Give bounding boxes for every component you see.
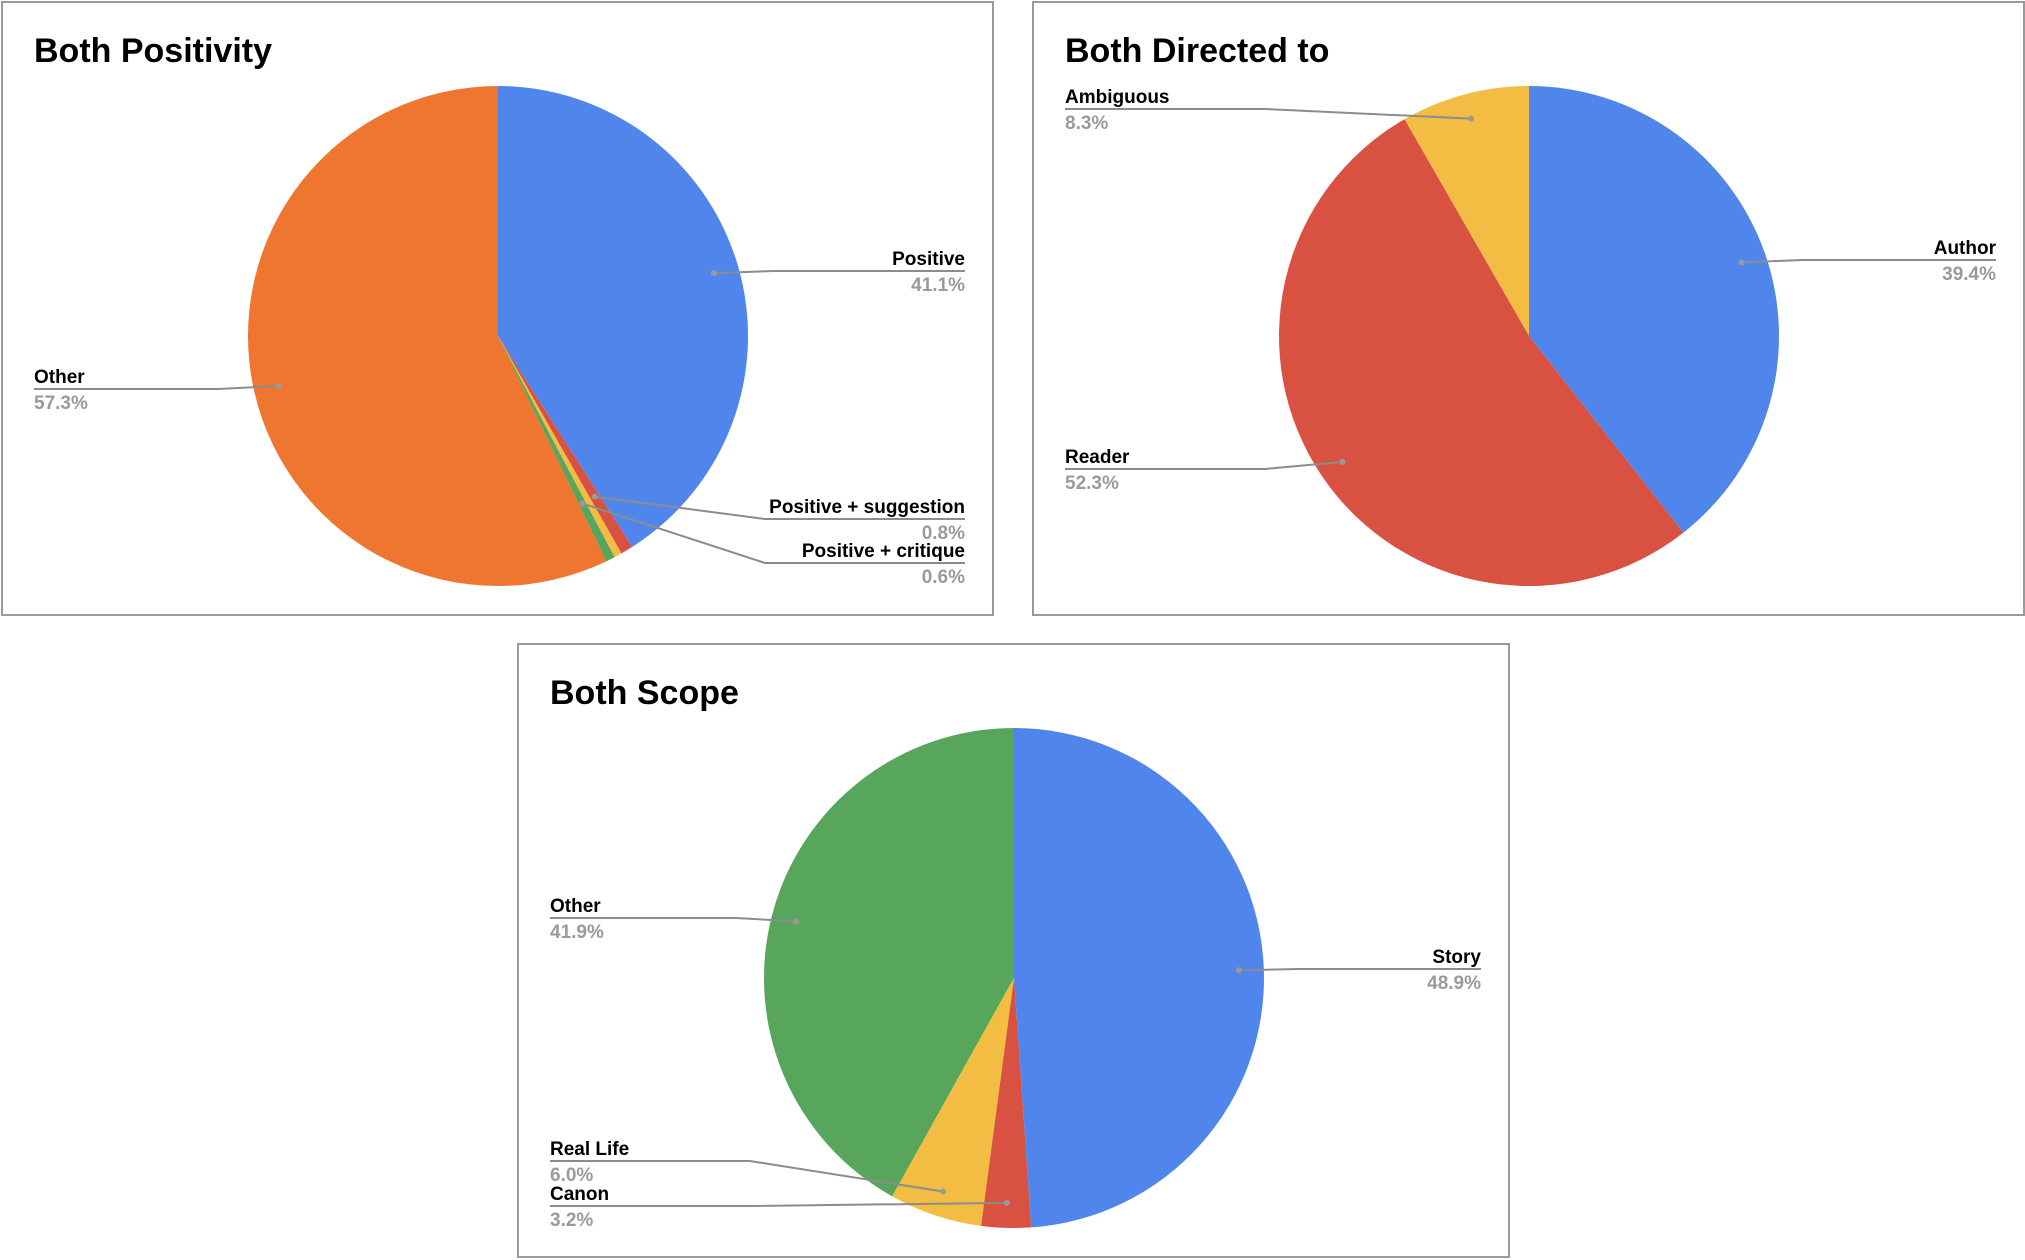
leader-dot [275, 382, 282, 389]
pie-slice-canon [981, 978, 1032, 1228]
pie-slice-real-life [892, 978, 1014, 1226]
leader-dot [1339, 458, 1346, 465]
leader-line [594, 495, 965, 520]
leader-dot [1003, 1199, 1010, 1206]
slice-label: Canon [550, 1184, 609, 1205]
leader-line [550, 1201, 1007, 1207]
pie-slice-unlabeled [498, 336, 622, 558]
chart-title: Both Scope [550, 674, 739, 712]
slice-label: Positive + critique [802, 541, 965, 562]
slice-percentage: 39.4% [1942, 264, 1996, 285]
slice-percentage: 57.3% [34, 393, 88, 414]
pie-chart-directed-to: Both Directed to Author 39.4% Reader 52.3% A… [1065, 32, 1997, 586]
pie-slice-positive-suggestion [498, 336, 633, 554]
slice-label: Author [1934, 238, 1997, 259]
leader-dot [579, 500, 586, 507]
pie-slice-positive [498, 86, 749, 547]
leader-line [550, 917, 797, 923]
chart-panel-positivity: Both Positivity Positive 41.1% Positive + … [1, 1, 994, 616]
leader-line [582, 502, 965, 564]
pie-slice-other [764, 728, 1014, 1197]
chart-title: Both Positivity [34, 32, 272, 70]
pie-chart-positivity: Both Positivity Positive 41.1% Positive + … [34, 32, 965, 588]
pie-slice-ambiguous [1404, 86, 1529, 336]
pie-slice-other [248, 86, 607, 586]
leader-dot [793, 918, 800, 925]
slice-percentage: 0.6% [922, 567, 965, 588]
leader-dot [591, 493, 598, 500]
leader-dot [1738, 259, 1745, 266]
leader-line [34, 384, 279, 390]
slice-percentage: 6.0% [550, 1165, 593, 1186]
leader-dot [1467, 115, 1474, 122]
slice-label: Positive + suggestion [769, 497, 965, 518]
slice-percentage: 3.2% [550, 1210, 593, 1231]
leader-dot [711, 270, 718, 277]
slice-percentage: 8.3% [1065, 113, 1108, 134]
slice-label: Other [34, 367, 85, 388]
leader-line [550, 1160, 944, 1193]
slice-percentage: 52.3% [1065, 473, 1119, 494]
chart-panel-scope: Both Scope Story 48.9% Canon 3.2% Real Life 6… [517, 643, 1510, 1258]
chart-panel-directed-to: Both Directed to Author 39.4% Reader 52.3% A… [1032, 1, 2025, 616]
leader-line [1065, 460, 1343, 470]
chart-title: Both Directed to [1065, 32, 1329, 70]
slice-percentage: 41.9% [550, 922, 604, 943]
leader-line [713, 270, 965, 275]
slice-label: Reader [1065, 447, 1130, 468]
slice-percentage: 41.1% [911, 275, 965, 296]
leader-line [1741, 259, 1996, 264]
pie-slice-reader [1279, 119, 1684, 586]
pie-chart-scope: Both Scope Story 48.9% Canon 3.2% Real Life 6… [550, 674, 1481, 1231]
slice-label: Other [550, 896, 601, 917]
slice-label: Real Life [550, 1139, 629, 1160]
pie-slice-story [1014, 728, 1265, 1228]
slice-label: Ambiguous [1065, 87, 1170, 108]
leader-line [1065, 108, 1472, 120]
slice-percentage: 0.8% [922, 523, 965, 544]
slice-label: Story [1432, 947, 1481, 968]
leader-line [1238, 968, 1481, 972]
slice-label: Positive [892, 249, 965, 270]
leader-dot [1235, 967, 1242, 974]
pie-slice-author [1529, 86, 1780, 533]
leader-dot [940, 1188, 947, 1195]
slice-percentage: 48.9% [1427, 973, 1481, 994]
